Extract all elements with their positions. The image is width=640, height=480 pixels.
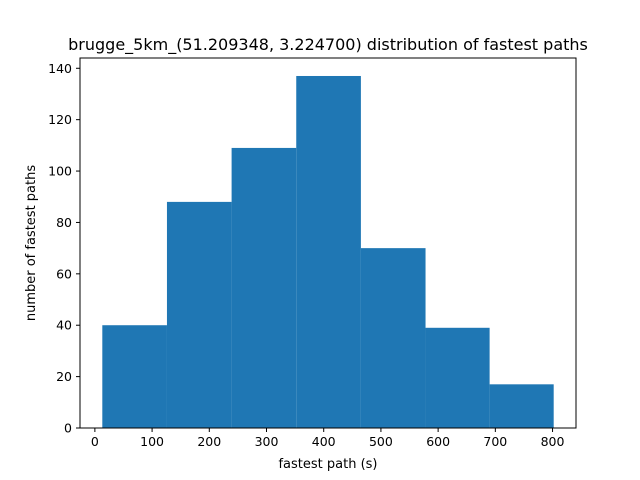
x-tick-label: 600 <box>426 434 450 449</box>
y-tick-label: 20 <box>56 369 72 384</box>
y-tick-label: 140 <box>48 61 72 76</box>
histogram-bar <box>231 147 297 429</box>
x-axis-label: fastest path (s) <box>278 457 377 472</box>
x-tick-label: 0 <box>91 434 99 449</box>
x-tick-label: 500 <box>369 434 393 449</box>
x-tick-label: 700 <box>483 434 507 449</box>
bars-group <box>102 75 554 429</box>
histogram-bar <box>102 325 167 428</box>
x-tick-label: 300 <box>255 434 279 449</box>
chart-title: brugge_5km_(51.209348, 3.224700) distrib… <box>68 35 588 55</box>
y-tick-label: 120 <box>48 112 72 127</box>
histogram-bar <box>425 327 490 428</box>
histogram-bar <box>360 248 426 428</box>
plot-frame <box>79 57 577 429</box>
y-tick-label: 100 <box>48 164 72 179</box>
histogram-bar <box>166 201 232 428</box>
x-tick-label: 400 <box>312 434 336 449</box>
y-tick-label: 60 <box>56 266 72 281</box>
y-tick-label: 80 <box>56 215 72 230</box>
x-tick-label: 800 <box>541 434 565 449</box>
y-axis-ticks: 0 20 40 60 80 100 120 140 <box>48 61 80 436</box>
histogram-bar <box>296 75 361 428</box>
y-tick-label: 0 <box>64 421 72 436</box>
y-axis-label: number of fastest paths <box>24 165 39 322</box>
y-tick-label: 40 <box>56 318 72 333</box>
x-axis-ticks: 0 100 200 300 400 500 600 700 800 <box>91 428 565 449</box>
histogram-bar <box>489 384 554 428</box>
x-tick-label: 100 <box>140 434 164 449</box>
x-tick-label: 200 <box>197 434 221 449</box>
